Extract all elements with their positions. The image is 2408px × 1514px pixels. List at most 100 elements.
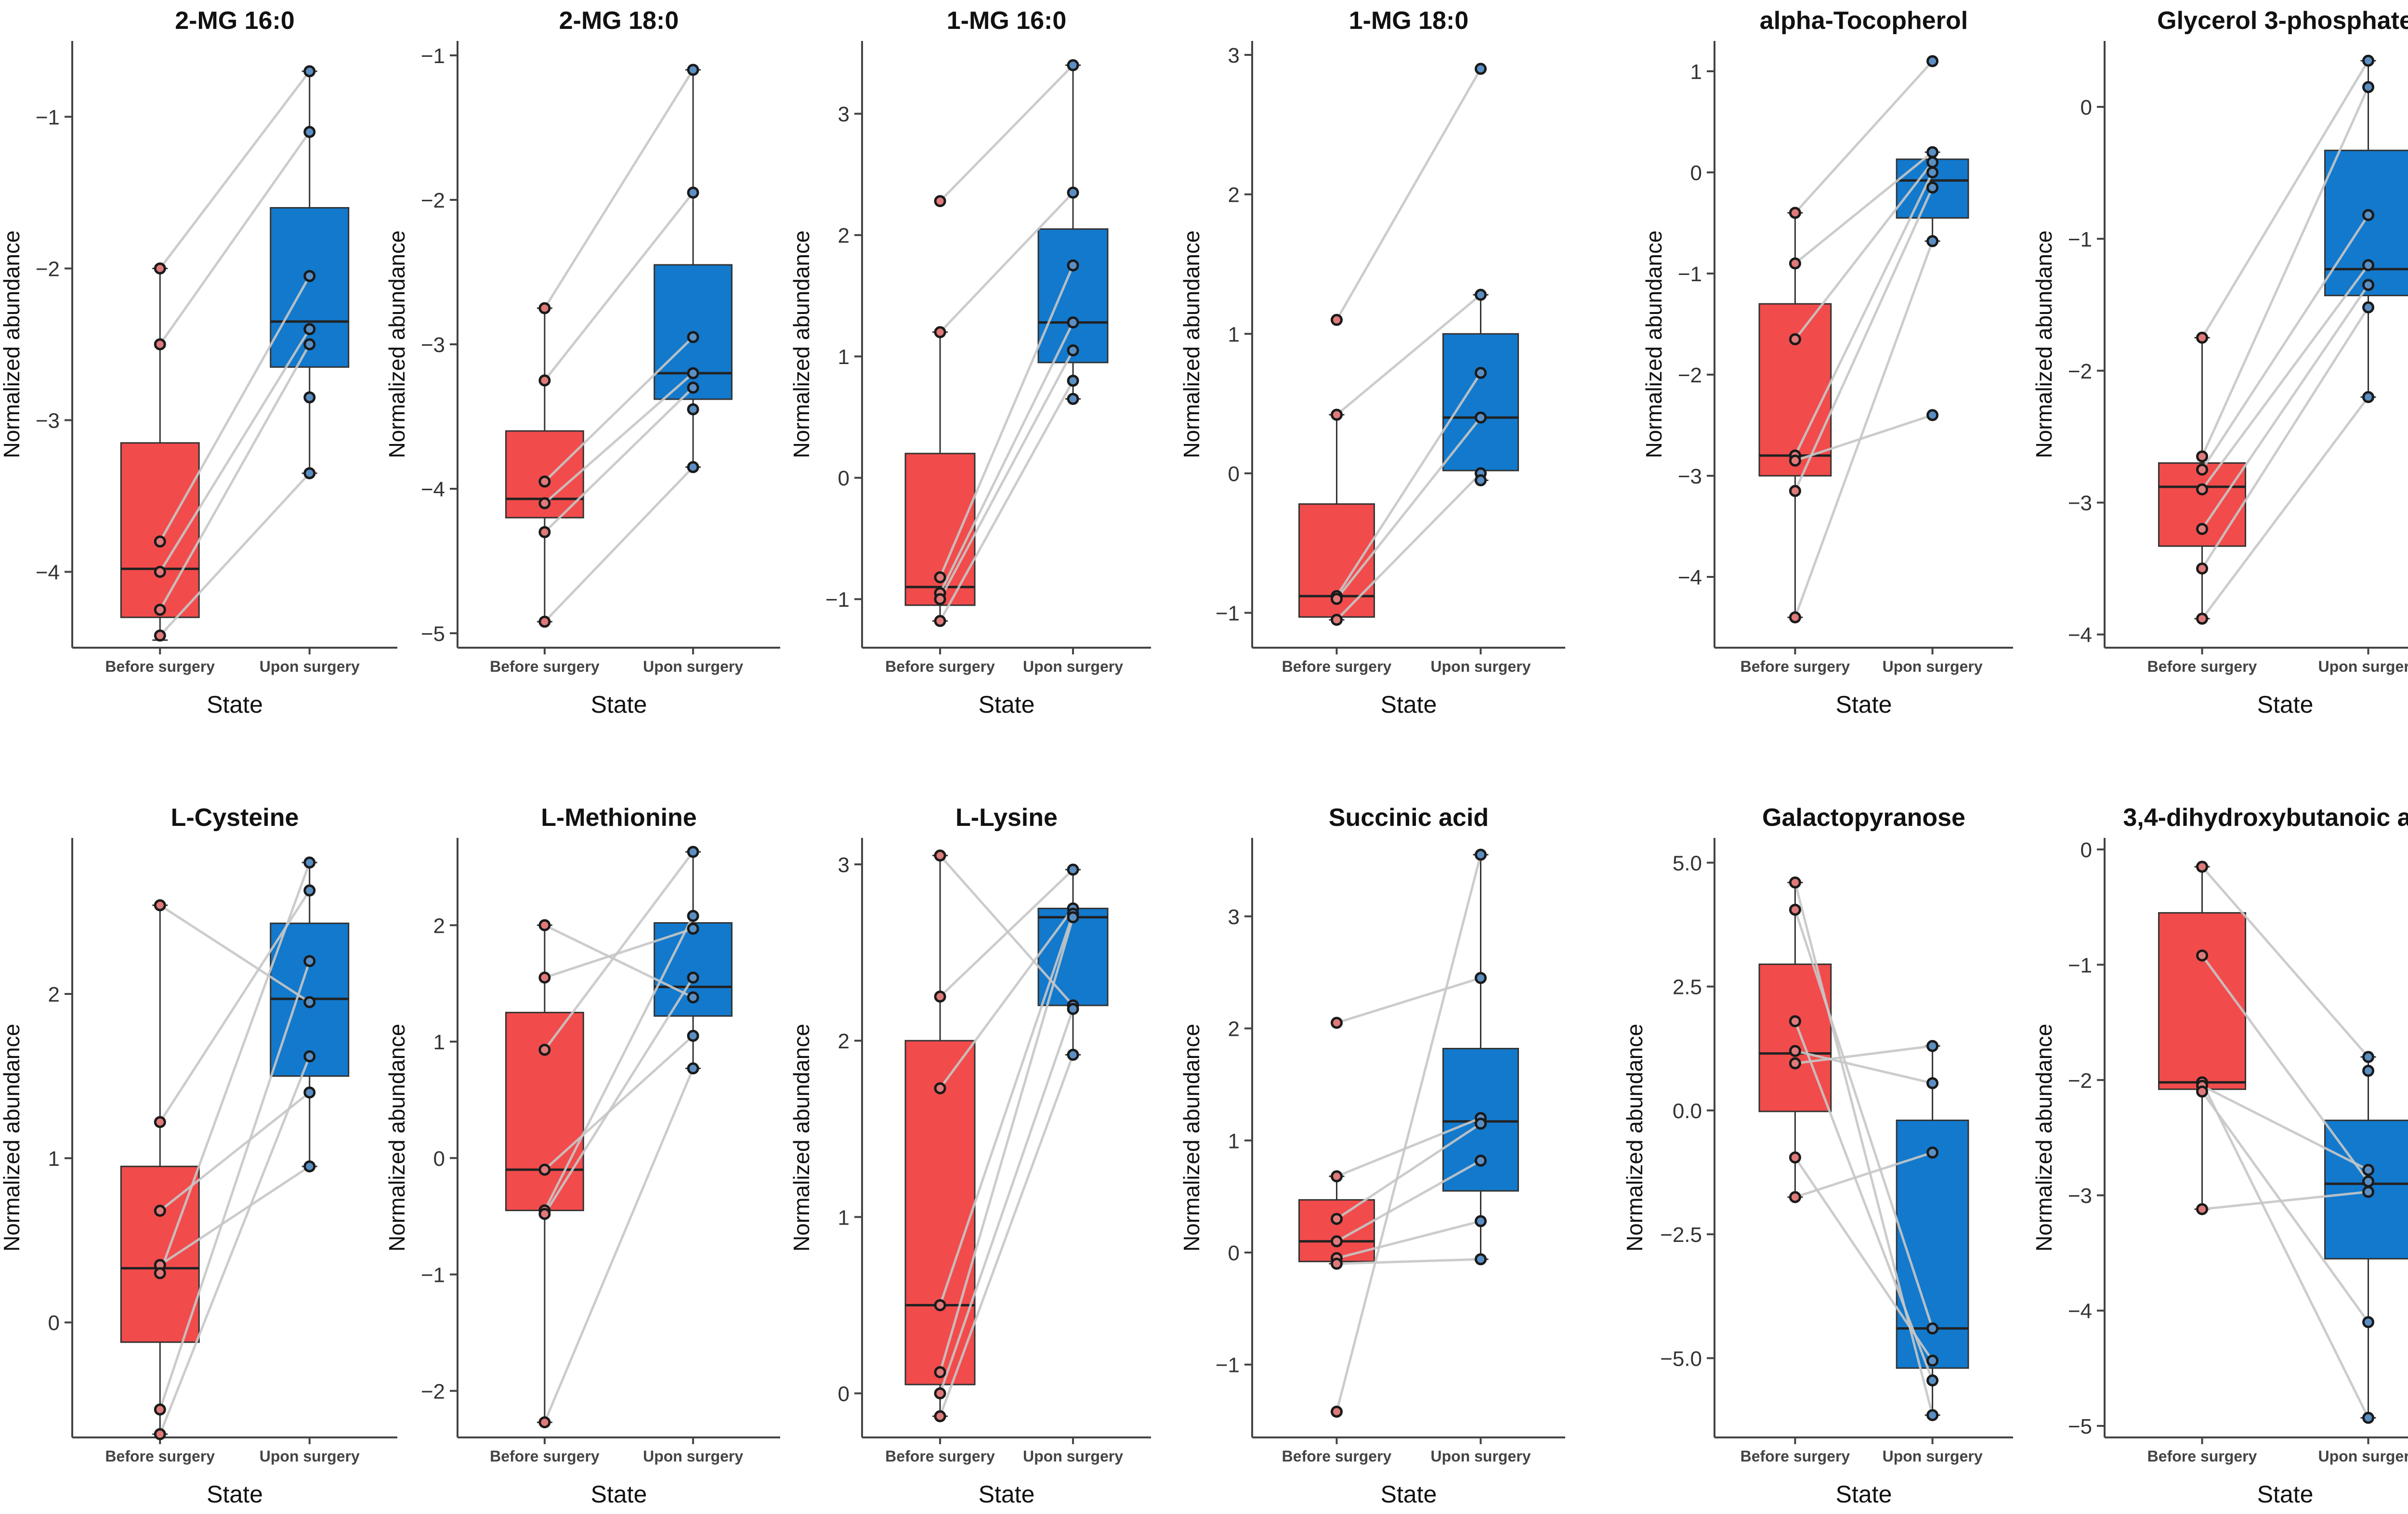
before-point	[538, 302, 551, 314]
upon-point	[303, 996, 316, 1008]
before-point	[538, 1416, 551, 1429]
paired-line	[159, 131, 311, 345]
y-tick-label: −2	[2068, 360, 2092, 383]
before-point	[2196, 463, 2208, 476]
paired-line	[1336, 1160, 1481, 1242]
before-point	[1331, 1235, 1343, 1248]
paired-line	[158, 1056, 311, 1435]
paired-line	[939, 265, 1074, 578]
paired-line	[1794, 151, 1934, 264]
paired-line	[939, 917, 1074, 1373]
x-tick-label: Upon surgery	[1883, 658, 1983, 675]
panel-title: alpha-Tocopherol	[1760, 7, 1968, 35]
paired-line	[543, 192, 694, 381]
upon-point	[2362, 1175, 2374, 1188]
before-point	[1789, 903, 1801, 916]
y-tick-label: 2.5	[1673, 976, 1702, 999]
paired-line	[1794, 171, 1934, 457]
y-axis-title: Normalized abundance	[1622, 1024, 1647, 1252]
y-tick-label: 1	[433, 1031, 445, 1054]
before-point	[1331, 408, 1343, 421]
before-point	[934, 615, 946, 627]
before-point	[1789, 876, 1801, 889]
paired-line	[2201, 264, 2369, 490]
y-tick-label: 2	[1228, 1018, 1240, 1041]
before-point	[1789, 455, 1801, 467]
y-tick-label: −3	[2068, 492, 2092, 515]
before-point	[2196, 1203, 2208, 1215]
upon-point	[687, 461, 699, 473]
upon-point	[1475, 1154, 1487, 1167]
paired-line	[159, 472, 311, 637]
paired-line	[1336, 1258, 1481, 1265]
x-tick-label: Before surgery	[2147, 658, 2257, 675]
paired-line	[939, 1054, 1074, 1417]
y-tick-label: −2	[2068, 1069, 2092, 1093]
panel-title: L-Cysteine	[171, 804, 299, 832]
before-point	[154, 1116, 166, 1128]
y-tick-label: 0	[838, 1382, 850, 1406]
before-point	[154, 1267, 166, 1279]
before-point	[1789, 1191, 1801, 1203]
upon-point	[687, 64, 699, 76]
y-tick-label: −3	[1678, 465, 1702, 488]
upon-point	[2362, 54, 2374, 67]
x-tick-label: Before surgery	[885, 1448, 995, 1465]
y-tick-label: 1	[1228, 1129, 1240, 1153]
paired-line	[939, 869, 1074, 998]
upon-point	[1475, 474, 1487, 486]
y-tick-label: −2.5	[1660, 1223, 1702, 1247]
upon-point	[1475, 848, 1487, 861]
upon-point	[1067, 259, 1079, 272]
x-axis-title: State	[1381, 1481, 1437, 1508]
upon-point	[687, 971, 699, 984]
upon-point	[1926, 166, 1939, 179]
before-point	[1789, 1044, 1801, 1057]
y-tick-label: −4	[2068, 624, 2092, 647]
paired-line	[543, 1068, 694, 1423]
y-tick-label: −1	[1678, 262, 1702, 286]
upon-point	[303, 467, 316, 480]
upon-point	[1926, 1322, 1939, 1335]
paired-line	[1335, 472, 1482, 621]
paired-line	[544, 466, 694, 623]
before-point	[538, 497, 551, 509]
upon-point	[1475, 288, 1487, 301]
upon-point	[303, 1086, 316, 1099]
upon-box	[1037, 228, 1109, 364]
paired-line	[2201, 396, 2369, 620]
before-point	[2196, 483, 2208, 496]
x-tick-label: Upon surgery	[260, 658, 360, 675]
before-point	[154, 1428, 166, 1440]
y-tick-label: 0	[48, 1311, 60, 1335]
paired-line	[1335, 68, 1482, 321]
before-point	[154, 566, 166, 578]
upon-point	[2362, 1186, 2374, 1198]
before-point	[2196, 562, 2208, 575]
x-axis-title: State	[2257, 691, 2314, 718]
paired-line	[1336, 1117, 1481, 1178]
x-tick-label: Upon surgery	[1883, 1448, 1983, 1465]
x-axis-title: State	[591, 691, 647, 718]
y-axis-title: Normalized abundance	[1641, 230, 1666, 458]
before-point	[2196, 450, 2208, 463]
upon-point	[1926, 156, 1939, 169]
upon-point	[303, 126, 316, 138]
panel-title: Glycerol 3-phosphate	[2157, 7, 2408, 35]
before-point	[154, 338, 166, 351]
upon-point	[1926, 235, 1939, 248]
paired-line	[1794, 1157, 1934, 1361]
upon-point	[687, 923, 699, 935]
x-tick-label: Before surgery	[1282, 1448, 1392, 1465]
panel-title: Succinic acid	[1329, 804, 1489, 832]
y-tick-label: −1	[2068, 953, 2092, 977]
before-point	[934, 849, 946, 862]
x-axis-title: State	[207, 691, 263, 718]
x-tick-label: Before surgery	[490, 1448, 600, 1465]
y-tick-label: 3	[1228, 44, 1240, 67]
paired-line	[2201, 954, 2369, 1182]
y-tick-label: 0	[2081, 838, 2092, 862]
x-tick-label: Before surgery	[2147, 1448, 2257, 1465]
before-point	[934, 195, 946, 208]
